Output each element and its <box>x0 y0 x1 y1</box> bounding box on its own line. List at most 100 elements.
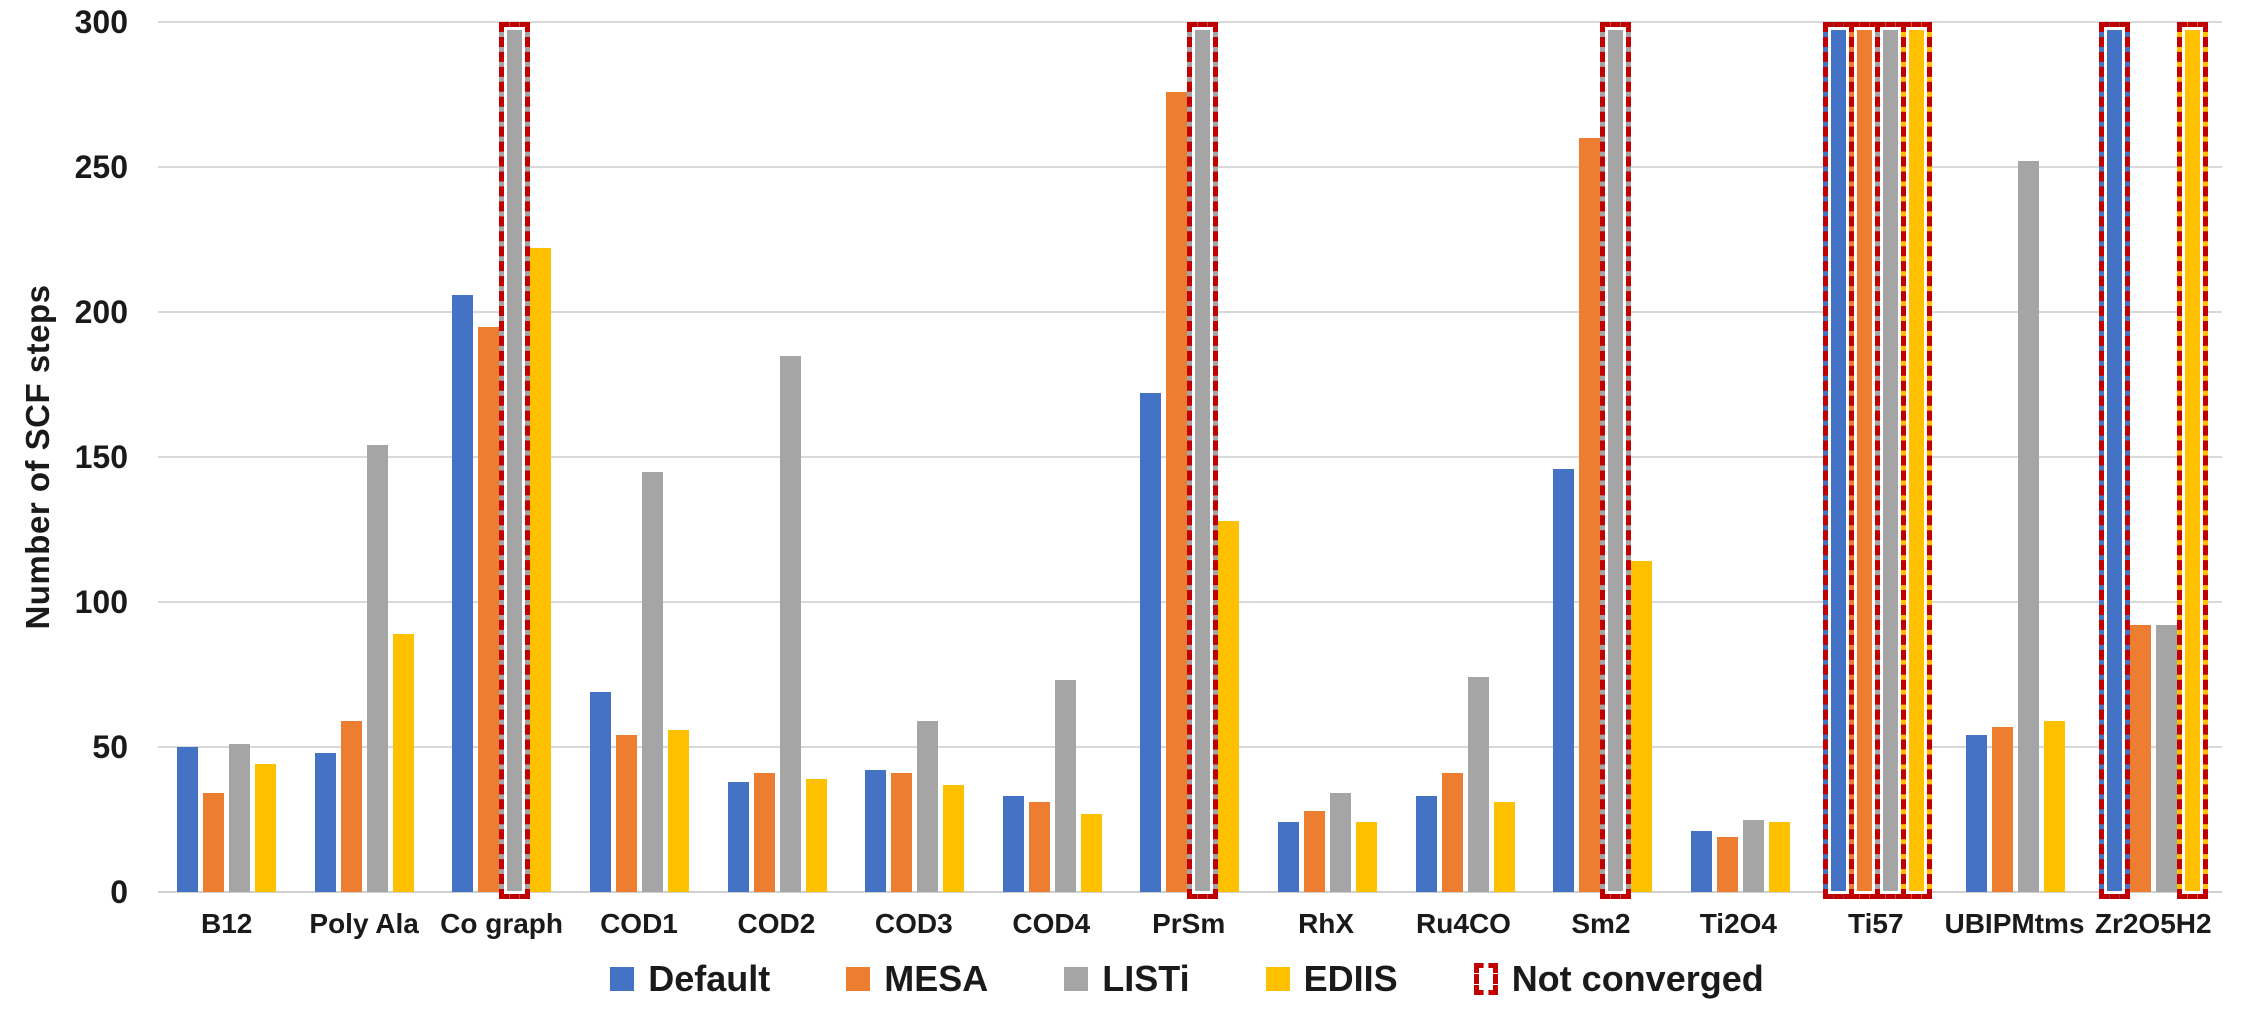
bar-default-poly-ala <box>314 752 336 892</box>
bar-listi-zr2o5h2 <box>2155 625 2177 892</box>
bar-ediis-ti57 <box>1901 22 1933 899</box>
x-axis-labels: B12 Poly Ala Co graph COD1 COD2 COD3 COD4 PrSm R… <box>158 908 2222 940</box>
bar-mesa-zr2o5h2 <box>2129 625 2151 892</box>
bar-default-cod1 <box>590 691 612 892</box>
x-axis-label-poly-ala: Poly Ala <box>309 908 419 939</box>
bar-group-sm2 <box>1534 22 1672 899</box>
bar-default-ti2o4 <box>1690 831 1712 892</box>
legend-item-not-converged: Not converged <box>1473 958 1764 1000</box>
bar-ediis-b12 <box>255 764 277 892</box>
x-axis-label-rhx: RhX <box>1298 908 1355 939</box>
bar-group-cod3 <box>846 22 984 892</box>
bar-default-cod2 <box>727 781 749 892</box>
bar-group-b12 <box>158 22 296 892</box>
x-axis-label-ru4co: Ru4CO <box>1416 908 1511 939</box>
bar-mesa-cod1 <box>616 735 638 892</box>
legend-swatch-not-converged-icon <box>1473 963 1498 995</box>
y-tick-label-250: 250 <box>74 149 128 185</box>
bar-default-zr2o5h2 <box>2098 22 2130 899</box>
x-axis-label-ti57: Ti57 <box>1848 908 1904 939</box>
bar-default-ru4co <box>1415 796 1437 892</box>
x-axis-label-zr2o5h2: Zr2O5H2 <box>2094 908 2212 939</box>
y-tick-label-150: 150 <box>74 439 128 475</box>
bar-default-sm2 <box>1553 468 1575 892</box>
x-axis-label-cod4: COD4 <box>1012 908 1091 939</box>
bar-group-zr2o5h2 <box>2084 22 2222 899</box>
bar-mesa-rhx <box>1304 810 1326 892</box>
bar-ediis-poly-ala <box>392 633 414 892</box>
bar-mesa-co-graph <box>478 326 500 892</box>
x-axis-label-cod1: COD1 <box>600 908 678 939</box>
bar-group-ti57 <box>1809 22 1947 899</box>
bar-listi-prsm <box>1187 22 1219 899</box>
bar-listi-co-graph <box>499 22 531 899</box>
bar-ediis-ru4co <box>1493 802 1515 892</box>
x-axis-label-sm2: Sm2 <box>1571 908 1631 939</box>
bar-ediis-co-graph <box>530 248 552 892</box>
bar-group-rhx <box>1259 22 1397 892</box>
bar-ediis-cod4 <box>1080 813 1102 892</box>
bar-mesa-cod2 <box>753 773 775 892</box>
bar-listi-rhx <box>1330 793 1352 892</box>
bar-ediis-ti2o4 <box>1768 822 1790 892</box>
legend-label-listi: LISTi <box>1102 958 1190 999</box>
bar-mesa-cod3 <box>891 773 913 892</box>
legend-label-default: Default <box>648 958 771 999</box>
bar-group-cod1 <box>571 22 709 892</box>
bar-mesa-ru4co <box>1441 773 1463 892</box>
bar-listi-cod3 <box>917 720 939 892</box>
bar-group-cod2 <box>708 22 846 892</box>
bar-ediis-cod3 <box>943 784 965 892</box>
x-axis-label-co-graph: Co graph <box>440 908 563 939</box>
bar-ediis-zr2o5h2 <box>2176 22 2208 899</box>
legend-label-mesa: MESA <box>884 958 989 999</box>
bar-group-ubipmtms <box>1947 22 2085 892</box>
bar-listi-sm2 <box>1600 22 1632 899</box>
legend-swatch-ediis-icon <box>1265 967 1290 991</box>
legend-item-ediis: EDIIS <box>1265 958 1398 1000</box>
bar-mesa-poly-ala <box>340 720 362 892</box>
bar-default-prsm <box>1140 393 1162 892</box>
bar-mesa-ubipmtms <box>1992 726 2014 892</box>
y-tick-label-300: 300 <box>74 4 128 40</box>
bar-ediis-ubipmtms <box>2044 720 2066 892</box>
bar-ediis-rhx <box>1356 822 1378 892</box>
x-axis-label-ubipmtms: UBIPMtms <box>1944 908 2085 939</box>
bar-listi-b12 <box>229 744 251 892</box>
bar-default-b12 <box>177 747 199 892</box>
x-axis-label-ti2o4: Ti2O4 <box>1699 908 1777 939</box>
bar-listi-ru4co <box>1467 677 1489 892</box>
bar-default-ubipmtms <box>1966 735 1988 892</box>
legend: Default MESA LISTi EDIIS Not converged <box>65 958 2244 1000</box>
bar-default-rhx <box>1278 822 1300 892</box>
y-tick-label-0: 0 <box>110 874 128 910</box>
bar-ediis-sm2 <box>1631 561 1653 892</box>
bar-group-cod4 <box>984 22 1122 892</box>
legend-item-mesa: MESA <box>846 958 988 1000</box>
legend-swatch-mesa-icon <box>846 967 871 991</box>
bar-listi-ubipmtms <box>2018 161 2040 892</box>
plot-area <box>158 21 2222 899</box>
bar-listi-cod1 <box>642 471 664 892</box>
legend-swatch-listi-icon <box>1064 967 1089 991</box>
legend-label-not-converged: Not converged <box>1511 958 1764 999</box>
legend-swatch-default-icon <box>610 967 635 991</box>
bar-ediis-prsm <box>1218 520 1240 892</box>
bar-ediis-cod2 <box>805 778 827 892</box>
bar-listi-poly-ala <box>366 445 388 892</box>
bar-group-ti2o4 <box>1672 22 1810 892</box>
legend-label-ediis: EDIIS <box>1303 958 1398 999</box>
bar-group-ru4co <box>1396 22 1534 892</box>
bar-default-cod4 <box>1002 796 1024 892</box>
bar-mesa-sm2 <box>1579 138 1601 892</box>
bar-listi-ti2o4 <box>1742 819 1764 892</box>
y-tick-label-50: 50 <box>92 729 128 765</box>
bar-default-co-graph <box>452 294 474 892</box>
x-axis-label-cod3: COD3 <box>874 908 953 939</box>
bar-mesa-b12 <box>203 793 225 892</box>
y-tick-label-200: 200 <box>74 294 128 330</box>
bar-mesa-cod4 <box>1028 802 1050 892</box>
bar-ediis-cod1 <box>668 729 690 892</box>
legend-item-listi: LISTi <box>1064 958 1190 1000</box>
bar-groups <box>158 22 2222 899</box>
